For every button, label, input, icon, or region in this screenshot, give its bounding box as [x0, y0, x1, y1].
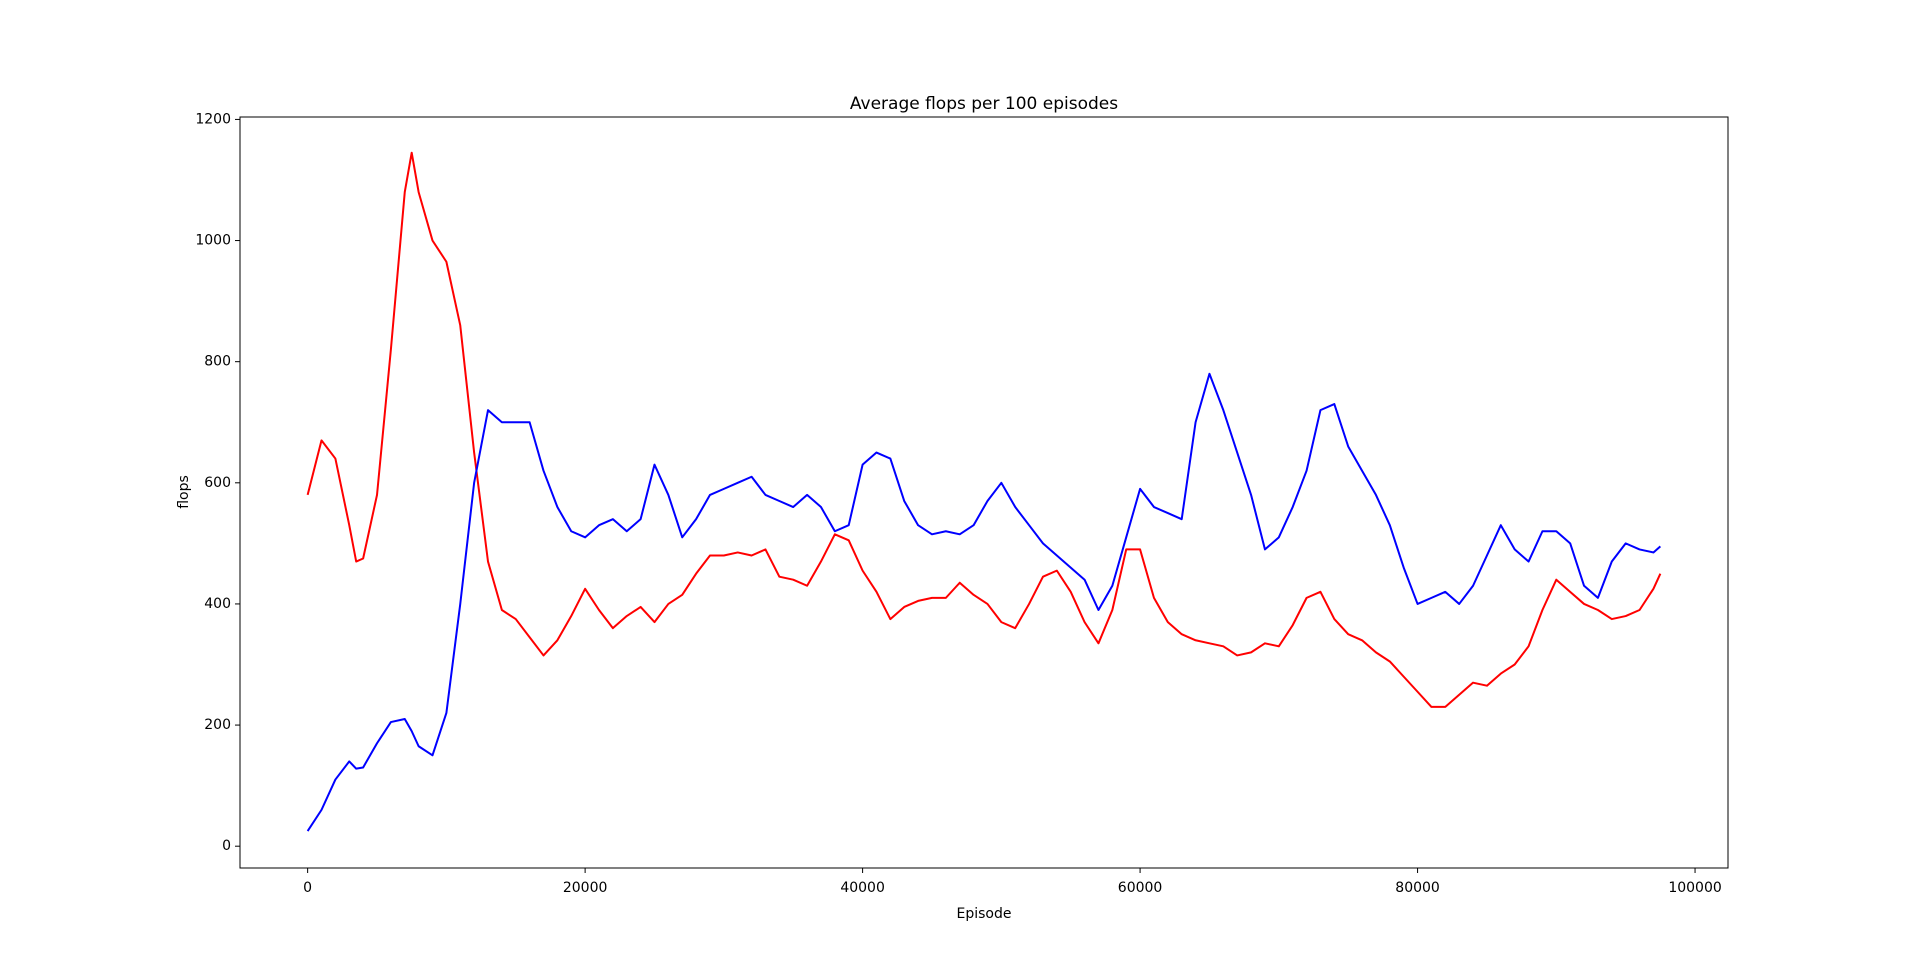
y-tick-label: 0	[222, 838, 231, 854]
x-tick-label: 40000	[840, 880, 885, 896]
x-tick-label: 60000	[1118, 880, 1163, 896]
y-tick-label: 800	[204, 354, 231, 370]
y-tick-label: 200	[204, 717, 231, 733]
y-tick-label: 400	[204, 596, 231, 612]
x-tick-label: 100000	[1668, 880, 1721, 896]
data-line	[306, 151, 1662, 708]
x-tick-label: 20000	[563, 880, 608, 896]
y-axis-label: flops	[176, 475, 192, 509]
data-line	[306, 372, 1662, 832]
x-tick-label: 80000	[1395, 880, 1440, 896]
x-tick-label: 0	[303, 880, 312, 896]
y-tick-label: 600	[204, 475, 231, 491]
y-tick-label: 1200	[195, 111, 231, 127]
chart-title: Average flops per 100 episodes	[850, 94, 1118, 114]
x-axis-label: Episode	[957, 906, 1012, 922]
plot-frame	[239, 116, 1729, 869]
y-tick-label: 1000	[195, 233, 231, 249]
